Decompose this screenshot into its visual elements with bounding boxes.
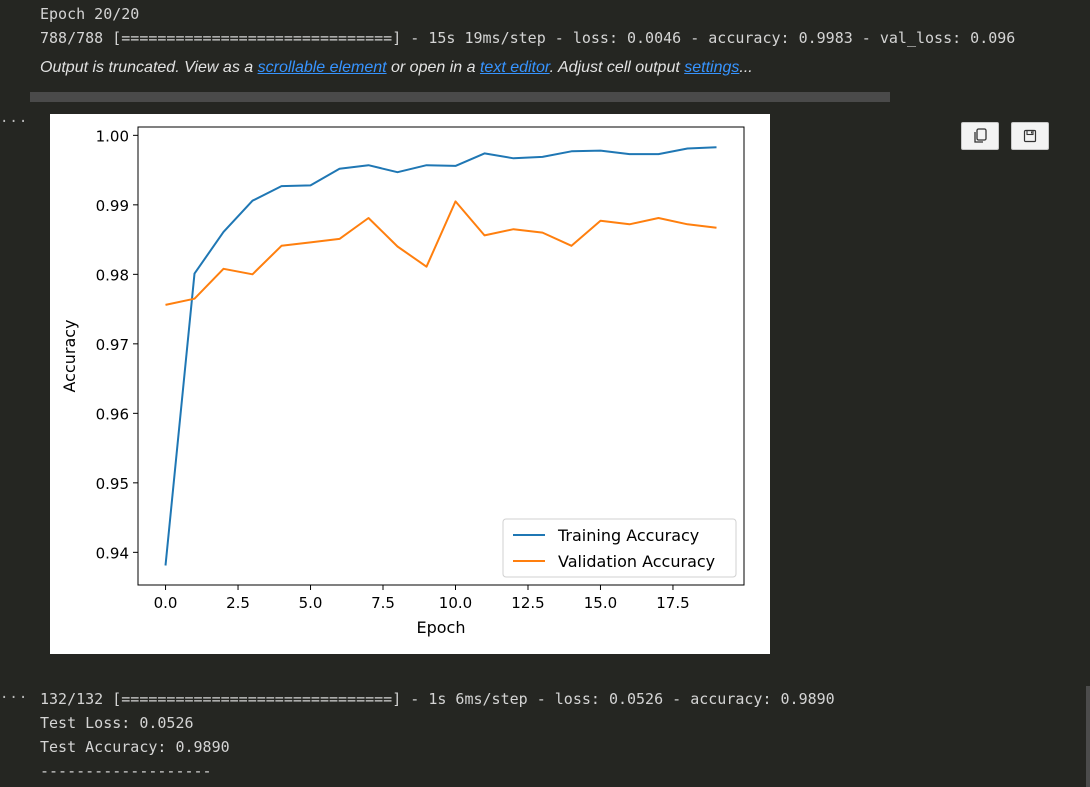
accuracy-plot: 0.0 2.5 5.0 7.5 10.0 12.5 15.0 17.5 0.94 0.95 0.96… xyxy=(50,114,770,654)
y-tick-label: 0.97 xyxy=(96,336,129,354)
y-tick-label: 0.95 xyxy=(96,475,129,493)
eval-progress-line: 132/132 [==============================]… xyxy=(40,690,835,708)
test-accuracy-line: Test Accuracy: 0.9890 xyxy=(40,738,230,756)
y-tick-label: 0.96 xyxy=(96,405,129,423)
settings-link[interactable]: settings xyxy=(684,59,740,76)
text-editor-link[interactable]: text editor xyxy=(479,59,550,76)
y-tick-label: 1.00 xyxy=(96,127,129,145)
x-tick-label: 17.5 xyxy=(656,594,689,612)
horizontal-scrollbar[interactable] xyxy=(30,92,890,102)
truncation-middle2: . Adjust cell output xyxy=(549,59,685,76)
legend-label: Validation Accuracy xyxy=(558,552,715,571)
series-line-training-accuracy xyxy=(164,146,717,566)
y-tick-label: 0.94 xyxy=(96,544,129,562)
accuracy-chart: 0.0 2.5 5.0 7.5 10.0 12.5 15.0 17.5 0.94 0.95 0.96… xyxy=(60,126,745,637)
y-tick-label: 0.99 xyxy=(96,197,129,215)
scrollable-element-link[interactable]: scrollable element xyxy=(257,59,387,76)
legend-box xyxy=(502,518,737,578)
x-tick-label: 7.5 xyxy=(371,594,395,612)
x-tick-label: 2.5 xyxy=(226,594,250,612)
x-axis-label: Epoch xyxy=(417,618,466,637)
save-output-button[interactable] xyxy=(1011,122,1049,150)
x-tick-label: 15.0 xyxy=(584,594,617,612)
y-tick-label: 0.98 xyxy=(96,266,129,284)
vertical-scrollbar[interactable] xyxy=(1086,686,1090,787)
x-tick-label: 5.0 xyxy=(299,594,323,612)
legend: Training Accuracy Validation Accuracy xyxy=(502,518,737,578)
output-gutter-marker[interactable]: ··· xyxy=(0,114,29,130)
series-line-validation-accuracy xyxy=(165,200,717,306)
truncation-middle: or open in a xyxy=(386,59,480,76)
truncation-suffix: ... xyxy=(739,59,753,76)
truncation-notice: Output is truncated. View as a scrollabl… xyxy=(40,59,753,77)
separator-line: ------------------- xyxy=(40,762,212,780)
x-tick-label: 10.0 xyxy=(439,594,472,612)
plot-frame xyxy=(137,126,745,586)
training-progress-line: 788/788 [==============================]… xyxy=(40,29,1016,47)
y-axis-label: Accuracy xyxy=(60,319,79,392)
copy-icon xyxy=(974,128,987,143)
legend-label: Training Accuracy xyxy=(557,526,699,545)
x-tick-label: 12.5 xyxy=(511,594,544,612)
epoch-line: Epoch 20/20 xyxy=(40,5,140,23)
copy-output-button[interactable] xyxy=(961,122,999,150)
x-tick-label: 0.0 xyxy=(154,594,178,612)
test-loss-line: Test Loss: 0.0526 xyxy=(40,714,194,732)
truncation-prefix: Output is truncated. View as a xyxy=(40,59,258,76)
output-gutter-marker[interactable]: ··· xyxy=(0,690,29,706)
save-icon xyxy=(1023,129,1037,143)
